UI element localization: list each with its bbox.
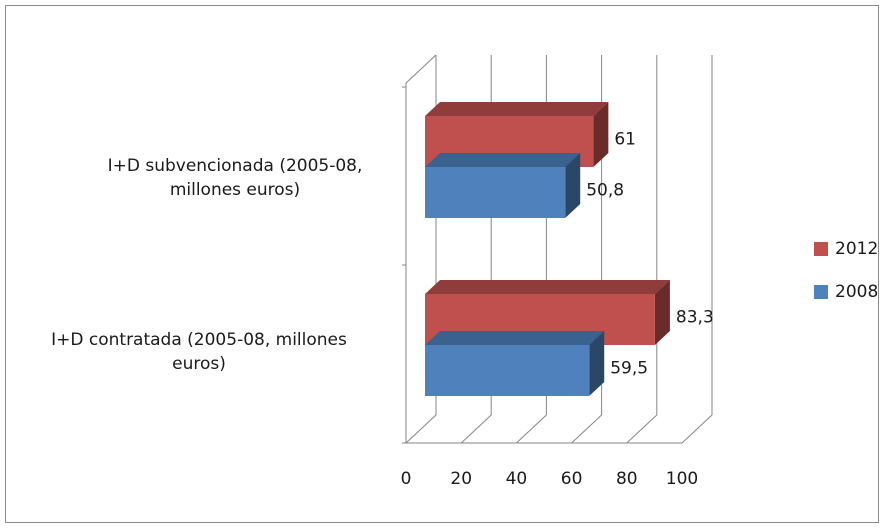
bar-side-face [593, 102, 609, 167]
x-tick-label: 80 [616, 469, 638, 489]
category-label-line: millones euros) [170, 180, 300, 200]
data-label: 61 [614, 130, 636, 150]
category-label: I+D contratada (2005-08, millones euros) [51, 330, 347, 374]
legend-swatch-2008 [814, 285, 828, 299]
bar-top-face [425, 280, 670, 294]
floor-gridline [681, 414, 713, 444]
legend-label: 2012 [835, 239, 878, 259]
bar-2008-1 [425, 345, 590, 396]
legend-label: 2008 [835, 282, 878, 302]
bar-top-face [425, 331, 605, 345]
bar-side-face [589, 331, 605, 396]
data-label: 50,8 [586, 181, 624, 201]
legend-swatch-2012 [814, 242, 828, 256]
bar-side-face [654, 280, 670, 345]
x-tick-label: 40 [506, 469, 528, 489]
bar-2008-0 [425, 167, 566, 218]
data-label: 83,3 [676, 308, 714, 328]
bar-top-face [425, 153, 581, 167]
bar-top-face [425, 102, 609, 116]
bar-chart: 0 20 40 60 80 100 61 50,8 83,3 59,5 I+D subvencion… [51, 54, 878, 489]
floor-gridline [516, 414, 547, 444]
category-label: I+D subvencionada (2005-08, millones euro… [108, 156, 363, 200]
data-label: 59,5 [610, 359, 648, 379]
category-label-line: I+D contratada (2005-08, millones [51, 330, 347, 350]
bar-side-face [565, 153, 581, 218]
side-wall-top-edge [405, 54, 437, 84]
x-tick-label: 60 [561, 469, 583, 489]
x-tick-label: 20 [450, 469, 472, 489]
floor-gridline [405, 414, 437, 444]
x-tick-label: 100 [666, 469, 698, 489]
x-tick-label: 0 [401, 469, 412, 489]
category-label-line: I+D subvencionada (2005-08, [108, 156, 363, 176]
floor-gridline [460, 414, 492, 444]
floor-gridline [571, 414, 602, 444]
floor-gridline [626, 414, 658, 444]
category-label-line: euros) [172, 354, 226, 374]
chart-frame: 0 20 40 60 80 100 61 50,8 83,3 59,5 I+D subvencion… [5, 5, 879, 523]
